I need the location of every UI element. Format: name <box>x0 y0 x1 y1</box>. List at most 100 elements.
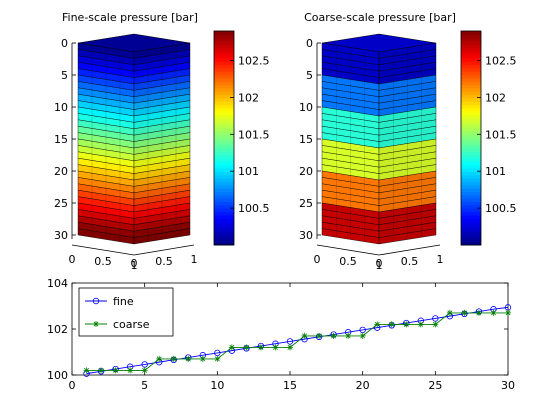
colorbar-swatch <box>214 91 234 96</box>
colorbar-swatch <box>461 31 481 35</box>
legend-marker-coarse <box>93 321 99 327</box>
colorbar-swatch <box>461 41 481 45</box>
colorbar-swatch <box>461 194 481 199</box>
panel-title: Fine-scale pressure [bar] <box>62 11 198 24</box>
depth-tick-label: 20 <box>54 165 68 178</box>
colorbar-swatch <box>461 164 481 169</box>
colorbar-swatch <box>461 168 481 172</box>
floor-tick-label-right: 0.5 <box>401 255 419 268</box>
floor-tick-label-left: 0.5 <box>339 255 357 268</box>
line-plot: 0 5 10 15 20 25 30 100 102 104 fine coarse <box>47 277 515 392</box>
data-point-coarse <box>403 321 410 328</box>
colorbar-swatch <box>214 87 234 92</box>
colorbar-swatch <box>461 117 481 122</box>
colorbar-swatch <box>214 208 234 213</box>
data-point-coarse <box>417 321 424 328</box>
colorbar-swatch <box>461 171 481 176</box>
data-point-coarse <box>214 355 221 362</box>
colorbar-swatch <box>214 127 234 132</box>
depth-tick-label: 20 <box>299 165 313 178</box>
colorbar-swatch <box>214 74 234 79</box>
colorbar-swatch <box>214 148 234 152</box>
colorbar-swatch <box>461 144 481 149</box>
colorbar-swatch <box>461 214 481 219</box>
data-point-coarse <box>199 355 206 362</box>
colorbar-swatch <box>214 194 234 199</box>
colorbar-swatch <box>461 47 481 52</box>
colorbar-swatch <box>214 71 234 75</box>
data-point-coarse <box>83 367 90 374</box>
colorbar-swatch <box>214 218 234 223</box>
colorbar-swatch <box>461 77 481 82</box>
colorbar-swatch <box>214 77 234 82</box>
data-point-fine <box>214 349 221 357</box>
data-point-fine <box>141 361 148 368</box>
colorbar-swatch <box>461 111 481 116</box>
colorbar-swatch <box>214 158 234 162</box>
colorbar-swatch <box>461 241 481 246</box>
colorbar-swatch <box>461 131 481 136</box>
depth-tick-label: 15 <box>54 133 68 146</box>
colorbar-swatch <box>461 208 481 213</box>
colorbar-swatch <box>214 138 234 142</box>
colorbar-swatch <box>461 188 481 192</box>
colorbar-tick-label: 101 <box>238 165 259 178</box>
colorbar-swatch <box>214 238 234 243</box>
floor-tick-label-left: 1 <box>376 259 383 272</box>
colorbar-swatch <box>214 67 234 72</box>
colorbar-tick-label: 102.5 <box>485 55 517 68</box>
colorbar-swatch <box>214 234 234 239</box>
x-tick-label: 30 <box>501 379 515 392</box>
colorbar-swatch <box>214 47 234 52</box>
legend-label-fine: fine <box>113 295 134 308</box>
colorbar-swatch <box>461 101 481 106</box>
colorbar-swatch <box>214 188 234 192</box>
colorbar-swatch <box>214 221 234 226</box>
data-point-coarse <box>127 367 134 374</box>
floor-tick-label-right: 0.5 <box>155 255 173 268</box>
colorbar-swatch <box>461 224 481 229</box>
colorbar-swatch <box>214 51 234 55</box>
colorbar-frame <box>213 30 235 246</box>
colorbar-swatch <box>461 71 481 75</box>
colorbar-swatch <box>461 158 481 162</box>
colorbar-swatch <box>214 124 234 129</box>
colorbar-swatch <box>461 204 481 209</box>
colorbar-swatch <box>214 211 234 216</box>
colorbar-swatch <box>461 198 481 203</box>
data-point-coarse <box>156 355 163 362</box>
colorbar-tick-label: 101.5 <box>485 128 517 141</box>
colorbar-swatch <box>461 51 481 55</box>
data-point-coarse <box>287 344 293 351</box>
colorbar-swatch <box>461 91 481 96</box>
floor-tick-label-right: 1 <box>437 253 444 266</box>
y-tick-label: 104 <box>47 277 68 290</box>
colorbar-swatch <box>214 161 234 166</box>
colorbar-swatch <box>461 134 481 139</box>
colorbar-swatch <box>214 151 234 156</box>
colorbar-swatch <box>461 141 481 146</box>
colorbar-swatch <box>461 218 481 223</box>
legend-box <box>78 287 174 337</box>
colorbar-swatch <box>461 54 481 59</box>
floor-axis-left <box>316 244 380 256</box>
colorbar-swatch <box>461 234 481 239</box>
data-point-coarse <box>301 332 308 339</box>
data-point-coarse <box>475 309 482 316</box>
colorbar-swatch <box>214 104 234 109</box>
depth-tick-label: 30 <box>54 229 68 242</box>
colorbar-swatch <box>461 238 481 243</box>
data-point-fine <box>286 338 294 345</box>
data-point-coarse <box>490 309 497 316</box>
colorbar-swatch <box>461 124 481 129</box>
pressure-panel-1: Coarse-scale pressure [bar]0510152025300… <box>299 11 517 272</box>
colorbar-tick-label: 101 <box>485 165 506 178</box>
colorbar-tick-label: 100.5 <box>238 202 270 215</box>
colorbar-swatch <box>461 84 481 89</box>
legend-label-coarse: coarse <box>113 318 150 331</box>
colorbar-swatch <box>461 211 481 216</box>
colorbar-swatch <box>214 84 234 89</box>
colorbar-swatch <box>214 201 234 206</box>
colorbar-swatch <box>214 168 234 172</box>
x-tick-label: 0 <box>69 379 76 392</box>
